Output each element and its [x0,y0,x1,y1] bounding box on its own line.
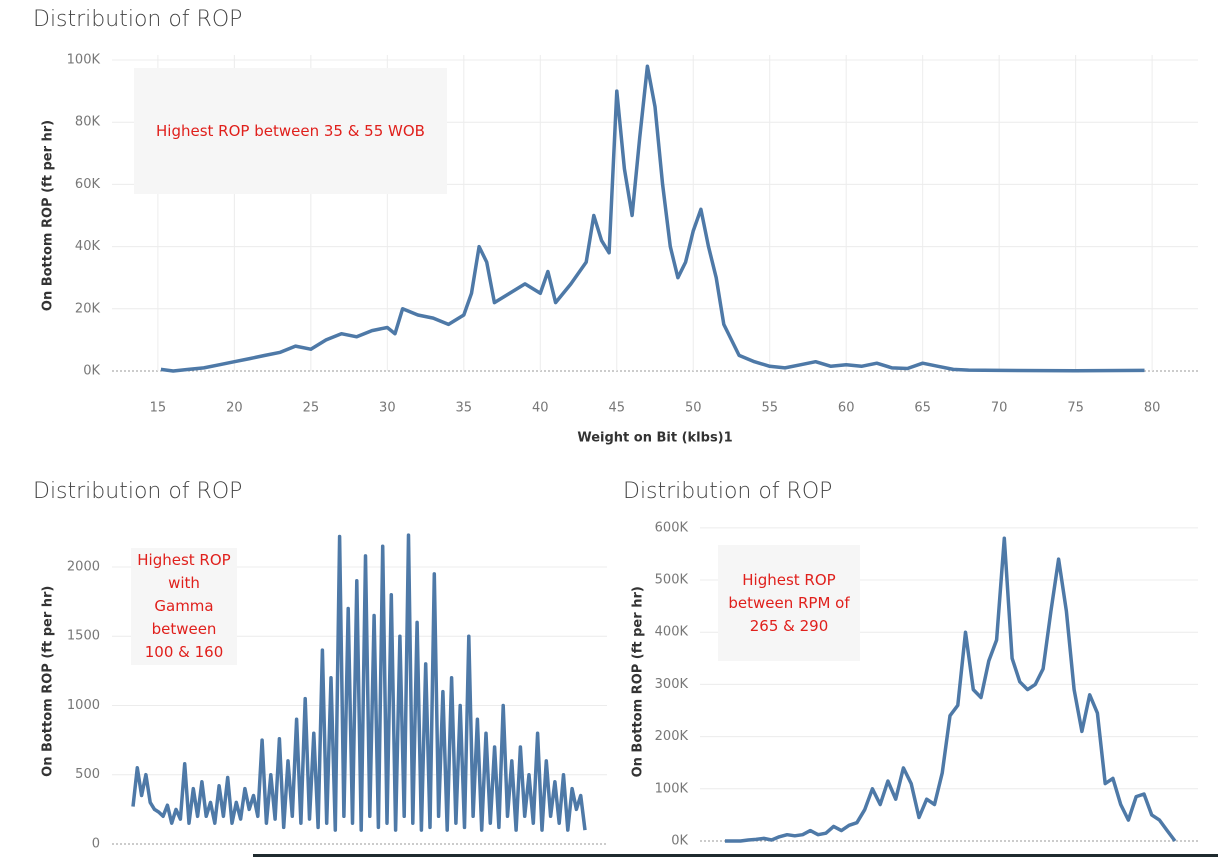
y-axis-label: On Bottom ROP (ft per hr) [631,586,646,777]
x-tick-label: 75 [1067,401,1084,416]
y-tick-label: 100K [655,781,689,796]
y-axis-label: On Bottom ROP (ft per hr) [41,586,56,777]
data-line [160,64,1145,373]
y-tick-label: 40K [75,239,101,254]
chart-title: Distribution of ROP [33,7,242,32]
y-tick-label: 0 [92,837,100,852]
annotation: Highest ROP between 35 & 55 WOB [134,68,447,194]
y-tick-label: 600K [655,520,689,535]
annotation: Highest ROP with Gamma between 100 & 160 [131,548,237,665]
x-tick-label: 70 [991,401,1008,416]
y-tick-label: 200K [655,729,689,744]
x-tick-label: 50 [685,401,702,416]
y-tick-label: 80K [75,115,101,130]
y-axis-label: On Bottom ROP (ft per hr) [41,120,56,311]
y-tick-label: 500K [655,573,689,588]
y-tick-label: 1500 [67,629,100,644]
x-tick-label: 30 [379,401,396,416]
y-tick-label: 0K [671,834,688,849]
y-tick-label: 100K [67,53,101,68]
x-tick-label: 40 [532,401,549,416]
chart-title: Distribution of ROP [33,479,242,504]
x-tick-label: 20 [226,401,243,416]
x-tick-label: 45 [608,401,625,416]
x-axis-label: Weight on Bit (klbs)1 [577,431,732,446]
y-tick-label: 1000 [67,698,100,713]
x-tick-label: 80 [1144,401,1161,416]
data-line [131,533,587,832]
y-tick-label: 2000 [67,559,100,574]
y-tick-label: 20K [75,301,101,316]
y-tick-label: 500 [75,767,100,782]
annotation: Highest ROP between RPM of 265 & 290 [718,545,860,661]
x-tick-label: 65 [914,401,931,416]
data-line [725,536,1177,843]
x-tick-label: 15 [150,401,167,416]
scrollbar [253,854,1218,857]
x-tick-label: 60 [838,401,855,416]
y-tick-label: 300K [655,677,689,692]
x-tick-label: 55 [761,401,778,416]
x-tick-label: 35 [456,401,473,416]
y-tick-label: 0K [83,364,100,379]
y-tick-label: 400K [655,625,689,640]
y-tick-label: 60K [75,177,101,192]
chart-title: Distribution of ROP [623,479,832,504]
x-tick-label: 25 [303,401,320,416]
